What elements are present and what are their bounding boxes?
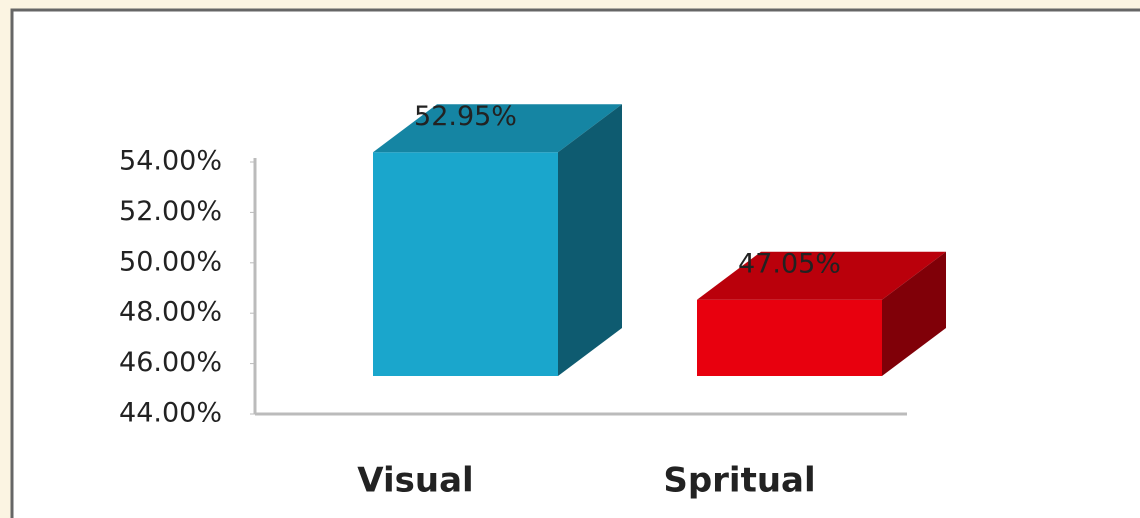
y-tick-label: 44.00% — [119, 398, 222, 429]
bar-side — [882, 251, 946, 376]
y-tick-label: 52.00% — [119, 196, 222, 227]
value-label: 52.95% — [414, 101, 517, 132]
y-tick-label: 54.00% — [119, 146, 222, 177]
bar-front — [697, 299, 882, 376]
x-tick-label: Visual — [357, 461, 473, 501]
bar-top — [373, 104, 622, 153]
y-tick-label: 48.00% — [119, 297, 222, 328]
bar-side — [558, 104, 622, 376]
value-label: 47.05% — [738, 248, 841, 279]
y-tick-label: 46.00% — [119, 347, 222, 378]
bar-front — [373, 152, 558, 376]
y-tick-label: 50.00% — [119, 246, 222, 277]
bar-top — [697, 251, 946, 300]
x-tick-label: Spritual — [663, 461, 815, 501]
